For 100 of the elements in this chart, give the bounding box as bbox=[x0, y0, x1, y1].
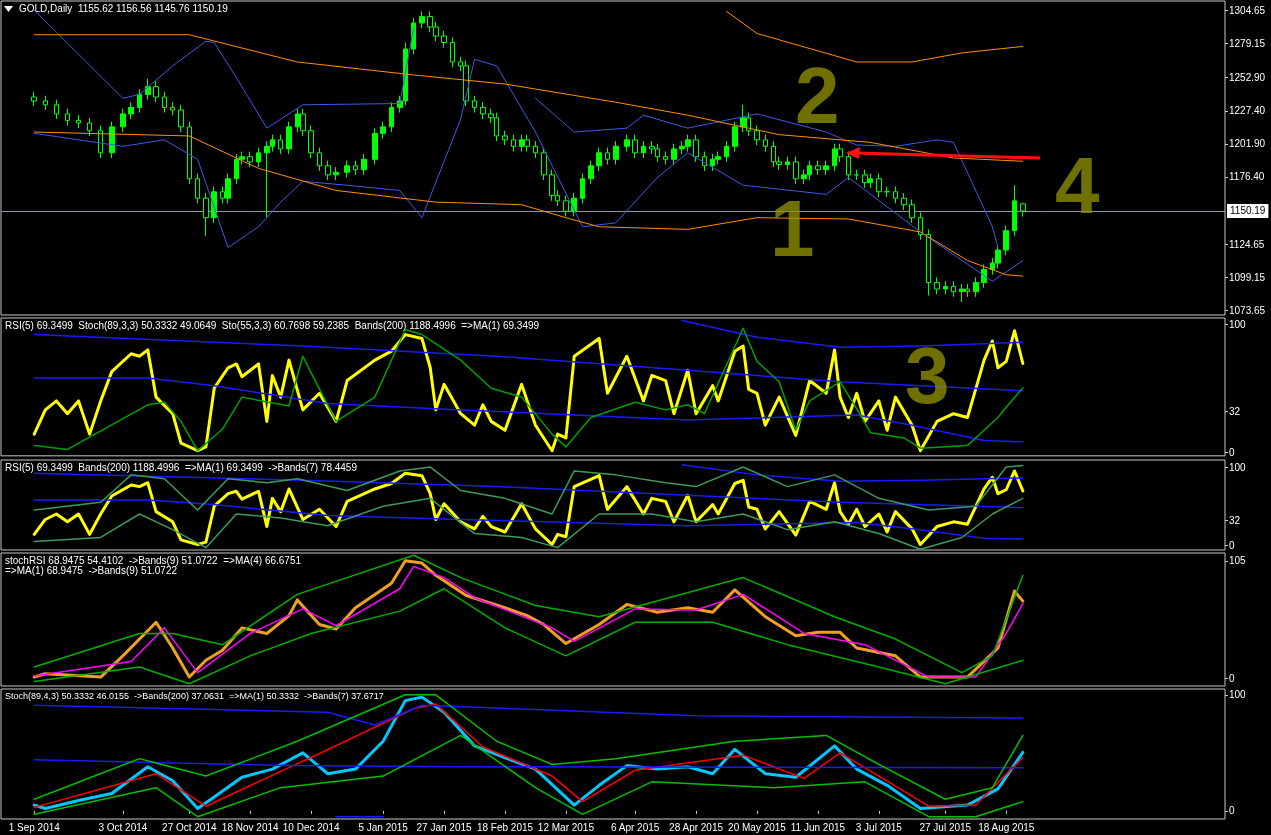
candlestick bbox=[1003, 224, 1009, 256]
candlestick bbox=[511, 134, 516, 153]
candlestick bbox=[31, 91, 37, 107]
x-tick-label: 18 Aug 2015 bbox=[978, 821, 1035, 833]
chart-title: GOLD,Daily 1155.62 1156.56 1145.76 1150.19 bbox=[19, 2, 229, 14]
y-tick-label: 1227.40 bbox=[1229, 105, 1266, 117]
line-series bbox=[33, 734, 1024, 818]
candlestick bbox=[380, 121, 386, 140]
candlestick bbox=[203, 192, 209, 237]
candlestick bbox=[87, 117, 92, 137]
candlestick bbox=[596, 147, 602, 172]
candlestick bbox=[43, 95, 48, 111]
text: stochRSI 68.9475 54.4102 ->Bands(9) 51.0722 =>MA(4) 66.6751 =>MA(1) 68.9475 ->Bands(9) 51.0722 bbox=[5, 554, 302, 576]
candlestick bbox=[632, 134, 638, 159]
line-series bbox=[33, 499, 1024, 540]
x-tick-label: 28 Apr 2015 bbox=[669, 821, 724, 833]
annotation: 4 bbox=[1055, 140, 1100, 230]
x-tick-label: 1 Sep 2014 bbox=[8, 821, 61, 833]
candlestick bbox=[317, 147, 322, 172]
candlestick bbox=[613, 140, 619, 165]
candlestick bbox=[605, 147, 610, 165]
candlestick bbox=[54, 99, 59, 120]
candlestick bbox=[785, 156, 790, 171]
candlestick bbox=[541, 147, 547, 181]
y-tick-label: 1304.65 bbox=[1229, 5, 1266, 17]
candlestick bbox=[137, 88, 142, 114]
x-tick-label: 6 Apr 2015 bbox=[610, 821, 660, 833]
line-series bbox=[33, 464, 1024, 515]
candlestick bbox=[901, 192, 907, 211]
candlestick bbox=[372, 127, 378, 165]
candlestick bbox=[815, 160, 821, 176]
candlestick bbox=[411, 17, 416, 55]
x-tick-label: 27 Oct 2014 bbox=[162, 821, 217, 833]
candlestick bbox=[951, 280, 956, 298]
candlestick bbox=[333, 166, 339, 181]
candlestick bbox=[353, 160, 358, 176]
y-tick-label: 105 bbox=[1229, 555, 1247, 567]
candlestick bbox=[641, 140, 646, 159]
annotation: 2 bbox=[795, 50, 840, 140]
candlestick bbox=[480, 101, 486, 120]
candlestick bbox=[344, 160, 350, 178]
y-tick-label: 1124.65 bbox=[1229, 238, 1265, 250]
chart-title: RSI(5) 69.3499 Bands(200) 1188.4996 =>MA(1) 69.3499 ->Bands(7) 78.4459 bbox=[5, 461, 358, 473]
candlestick bbox=[234, 153, 239, 185]
candlestick bbox=[153, 80, 159, 103]
candlestick bbox=[846, 151, 851, 181]
y-tick-label: 0 bbox=[1229, 805, 1235, 817]
candlestick bbox=[256, 147, 261, 168]
candlestick bbox=[732, 121, 738, 153]
candlestick bbox=[286, 121, 292, 155]
candlestick bbox=[823, 160, 829, 176]
candlestick bbox=[450, 36, 455, 68]
candlestick bbox=[128, 101, 134, 120]
candlestick bbox=[1020, 202, 1026, 218]
candlestick bbox=[943, 280, 948, 295]
candlestick bbox=[441, 30, 447, 49]
candlestick bbox=[419, 10, 425, 29]
candlestick bbox=[854, 169, 859, 181]
x-tick-label: 10 Dec 2014 bbox=[282, 821, 340, 833]
candlestick bbox=[580, 173, 585, 204]
candlestick bbox=[195, 173, 200, 204]
candlestick bbox=[76, 114, 81, 129]
y-tick-label: 1252.90 bbox=[1229, 72, 1266, 84]
line-series bbox=[33, 704, 1024, 726]
candlestick bbox=[663, 151, 668, 165]
candlestick bbox=[1012, 184, 1017, 237]
candlestick bbox=[389, 101, 394, 133]
candlestick bbox=[876, 173, 882, 198]
y-tick-label: 1201.90 bbox=[1229, 138, 1266, 150]
line-series bbox=[681, 463, 1024, 482]
x-tick-label: 27 Jan 2015 bbox=[416, 821, 473, 833]
y-tick-label: 1099.15 bbox=[1229, 271, 1266, 283]
candlestick bbox=[278, 134, 283, 155]
line-series bbox=[33, 497, 1024, 550]
candlestick bbox=[308, 125, 314, 159]
y-tick-label: 32 bbox=[1229, 514, 1241, 526]
line-series bbox=[681, 319, 1024, 349]
x-tick-label: 3 Oct 2014 bbox=[98, 821, 148, 833]
y-tick-label: 100 bbox=[1229, 318, 1247, 330]
chart-title: RSI(5) 69.3499 Stoch(89,3,3) 50.3332 49.0649 Sto(55,3,3) 60.7698 59.2385 Bands(200) 1188.4996 =>MA(1) 69.3499 bbox=[5, 319, 540, 331]
candlestick bbox=[893, 186, 898, 204]
candlestick bbox=[361, 153, 367, 176]
candlestick bbox=[98, 125, 103, 159]
x-tick-label: 12 Mar 2015 bbox=[537, 821, 595, 833]
candlestick bbox=[502, 130, 508, 146]
line-series bbox=[726, 10, 1024, 63]
x-tick-label: 11 Jun 2015 bbox=[790, 821, 846, 833]
candlestick bbox=[934, 276, 940, 295]
chart-title: Stoch(89,4,3) 50.3332 46.0155 ->Bands(200) 37.0631 =>MA(1) 50.3332 ->Bands(7) 37.6717 bbox=[5, 690, 384, 701]
y-tick-label: 0 bbox=[1229, 672, 1235, 684]
candlestick bbox=[472, 95, 477, 114]
candlestick bbox=[909, 199, 915, 224]
ref-line-label: 1150.19 bbox=[1230, 205, 1266, 217]
candlestick bbox=[325, 160, 331, 181]
candlestick bbox=[563, 195, 569, 217]
candlestick bbox=[588, 160, 594, 185]
candlestick bbox=[120, 108, 126, 133]
candlestick bbox=[247, 151, 253, 168]
candlestick bbox=[65, 108, 70, 127]
candlestick bbox=[170, 101, 175, 116]
